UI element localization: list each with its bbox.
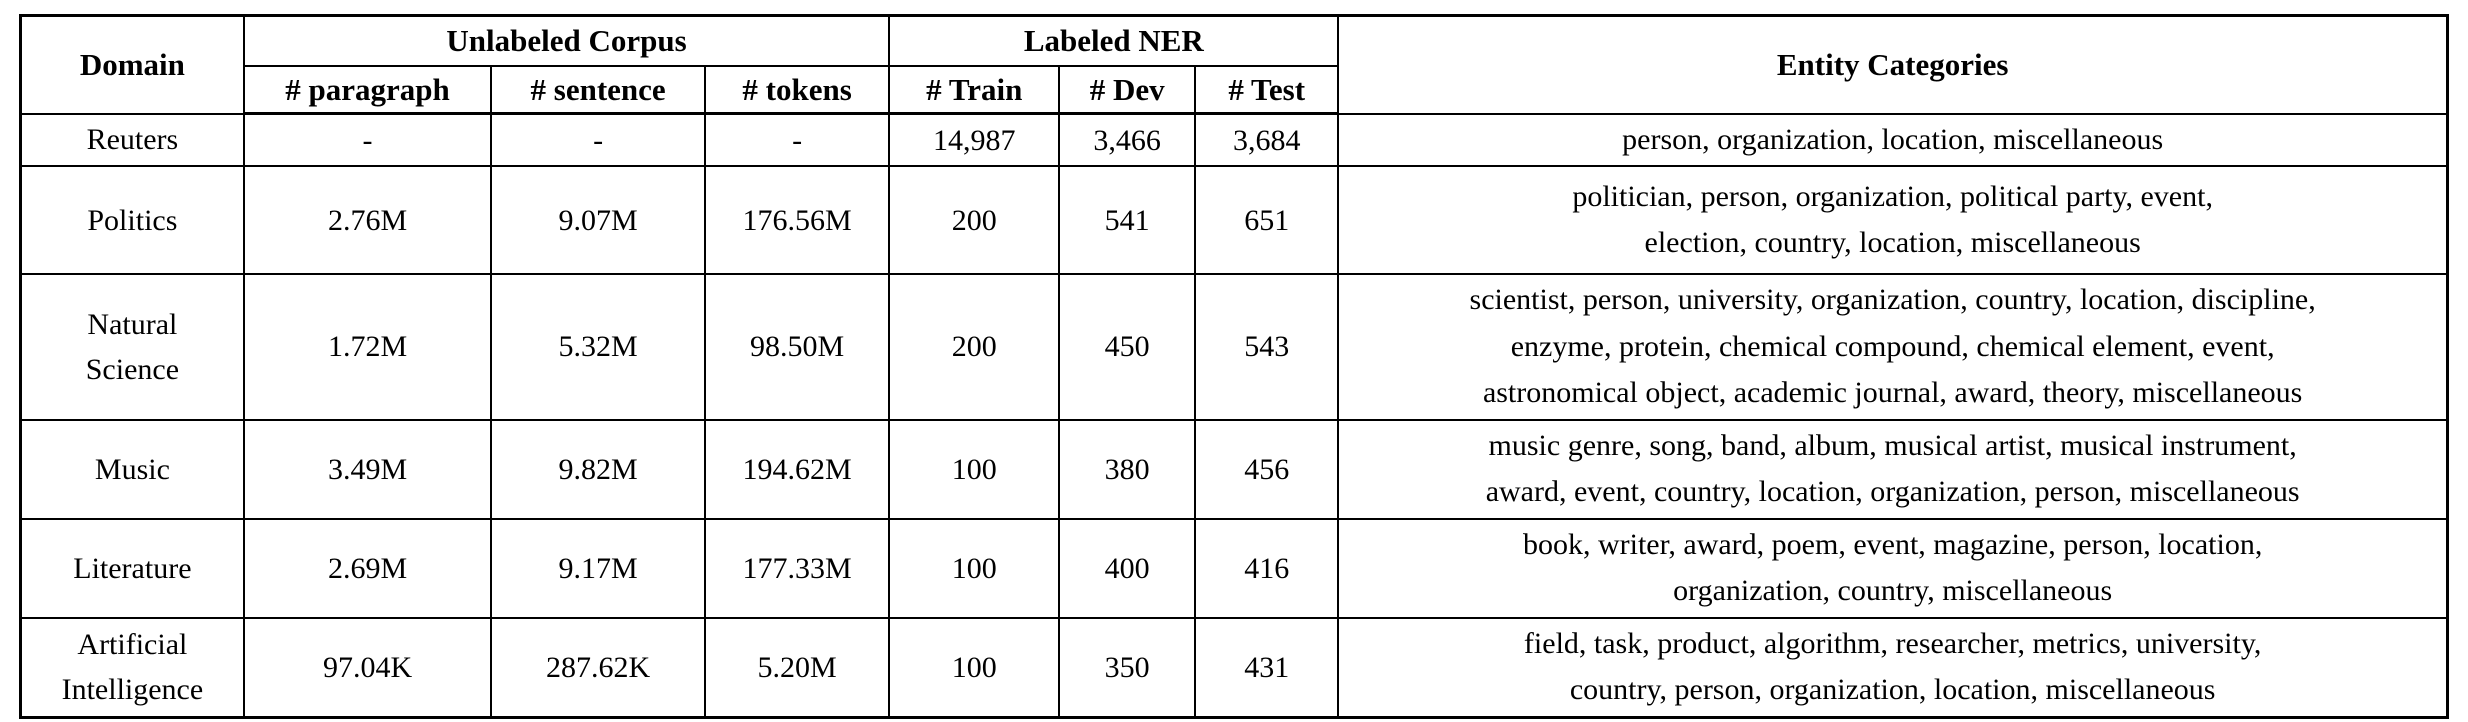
cell-train: 200 (888, 165, 1061, 275)
cell-entities: music genre, song, band, album, musical … (1337, 418, 2449, 520)
header-num-sentence: # sentence (490, 64, 706, 115)
cell-dev: 400 (1058, 517, 1197, 619)
cell-dev: 350 (1058, 616, 1197, 718)
cell-dev: 3,466 (1058, 112, 1197, 167)
cell-paragraph: 97.04K (242, 616, 493, 718)
cell-sentence: 9.07M (490, 165, 706, 275)
cell-paragraph: 3.49M (242, 418, 493, 520)
table-row-music: Music 3.49M 9.82M 194.62M 100 380 456 mu… (19, 418, 2449, 520)
table-row-politics: Politics 2.76M 9.07M 176.56M 200 541 651… (19, 165, 2449, 275)
header-num-dev: # Dev (1058, 64, 1197, 115)
cell-paragraph: 2.76M (242, 165, 493, 275)
cell-test: 431 (1194, 616, 1340, 718)
cell-test: 416 (1194, 517, 1340, 619)
cell-domain: Literature (19, 517, 245, 619)
header-group-row: Domain Unlabeled Corpus Labeled NER Enti… (19, 14, 2449, 115)
cell-tokens: 176.56M (703, 165, 891, 275)
cell-tokens: - (703, 112, 891, 167)
cell-train: 100 (888, 517, 1061, 619)
dataset-statistics-table-wrap: Domain Unlabeled Corpus Labeled NER Enti… (19, 14, 2449, 719)
cell-sentence: 9.17M (490, 517, 706, 619)
cell-dev: 380 (1058, 418, 1197, 520)
cell-tokens: 5.20M (703, 616, 891, 718)
cell-paragraph: 1.72M (242, 273, 493, 421)
cell-entities: book, writer, award, poem, event, magazi… (1337, 517, 2449, 619)
cell-domain: Reuters (19, 112, 245, 167)
header-num-paragraph: # paragraph (242, 64, 493, 115)
cell-train: 200 (888, 273, 1061, 421)
cell-train: 100 (888, 418, 1061, 520)
cell-entities: field, task, product, algorithm, researc… (1337, 616, 2449, 718)
cell-train: 14,987 (888, 112, 1061, 167)
header-labeled-ner: Labeled NER (888, 14, 1340, 67)
cell-entities: person, organization, location, miscella… (1337, 112, 2449, 167)
table-row-natural-science: Natural Science 1.72M 5.32M 98.50M 200 4… (19, 273, 2449, 421)
cell-domain: Natural Science (19, 273, 245, 421)
cell-paragraph: 2.69M (242, 517, 493, 619)
header-num-train: # Train (888, 64, 1061, 115)
cell-test: 3,684 (1194, 112, 1340, 167)
table-row-artificial-intelligence: Artificial Intelligence 97.04K 287.62K 5… (19, 616, 2449, 718)
header-num-tokens: # tokens (703, 64, 891, 115)
cell-paragraph: - (242, 112, 493, 167)
cell-domain: Music (19, 418, 245, 520)
cell-tokens: 194.62M (703, 418, 891, 520)
header-sub-row: # paragraph # sentence # tokens # Train … (21, 64, 2448, 115)
header-num-test: # Test (1194, 64, 1340, 115)
dataset-statistics-table: Domain Unlabeled Corpus Labeled NER Enti… (19, 14, 2449, 719)
cell-entities: scientist, person, university, organizat… (1337, 273, 2449, 421)
cell-train: 100 (888, 616, 1061, 718)
table-row-literature: Literature 2.69M 9.17M 177.33M 100 400 4… (19, 517, 2449, 619)
cell-sentence: - (490, 112, 706, 167)
header-entity-categories: Entity Categories (1337, 14, 2449, 115)
table-row-reuters: Reuters - - - 14,987 3,466 3,684 person,… (19, 112, 2449, 167)
header-domain: Domain (19, 14, 245, 115)
cell-test: 456 (1194, 418, 1340, 520)
cell-dev: 450 (1058, 273, 1197, 421)
cell-test: 543 (1194, 273, 1340, 421)
cell-entities: politician, person, organization, politi… (1337, 165, 2449, 275)
cell-sentence: 287.62K (490, 616, 706, 718)
cell-sentence: 5.32M (490, 273, 706, 421)
cell-test: 651 (1194, 165, 1340, 275)
cell-domain: Politics (19, 165, 245, 275)
cell-tokens: 98.50M (703, 273, 891, 421)
header-unlabeled-corpus: Unlabeled Corpus (242, 14, 891, 67)
cell-dev: 541 (1058, 165, 1197, 275)
cell-sentence: 9.82M (490, 418, 706, 520)
cell-tokens: 177.33M (703, 517, 891, 619)
cell-domain: Artificial Intelligence (19, 616, 245, 718)
